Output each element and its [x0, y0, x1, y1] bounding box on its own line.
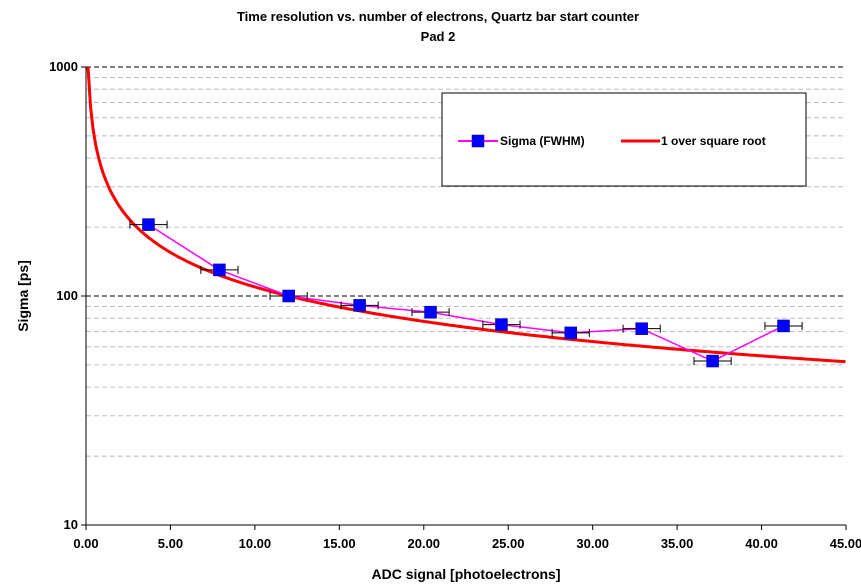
y-axis-ticks: 10 100 1000: [49, 59, 86, 532]
series-line-sigma-fwhm: [148, 223, 784, 362]
data-point: [424, 305, 437, 319]
chart-title: Time resolution vs. number of electrons,…: [237, 9, 639, 24]
legend-sqrt-label: 1 over square root: [661, 134, 766, 148]
data-point: [706, 354, 719, 368]
x-tick-label: 15.00: [323, 536, 356, 551]
y-axis-label: Sigma [ps]: [15, 260, 31, 332]
x-tick-label: 35.00: [661, 536, 694, 551]
x-tick-label: 45.00: [830, 536, 861, 551]
x-tick-label: 10.00: [239, 536, 272, 551]
legend: Sigma (FWHM) 1 over square root: [441, 92, 807, 187]
legend-sigma-label: Sigma (FWHM): [500, 134, 585, 148]
y-tick-label: 10: [64, 517, 78, 532]
x-axis-label: ADC signal [photoelectrons]: [371, 566, 560, 582]
y-tick-label: 1000: [49, 59, 78, 74]
data-point: [142, 218, 155, 231]
x-tick-label: 5.00: [158, 536, 183, 551]
legend-sigma-marker: [471, 134, 485, 148]
x-axis-ticks: 0.00 5.00 10.00 15.00 20.00 25.00 30.00 35.00 40…: [73, 525, 861, 551]
x-tick-label: 25.00: [492, 536, 525, 551]
data-point: [777, 319, 790, 333]
chart-subtitle: Pad 2: [421, 29, 456, 44]
x-tick-label: 20.00: [408, 536, 441, 551]
x-tick-label: 30.00: [576, 536, 609, 551]
y-tick-label: 100: [56, 288, 78, 303]
data-point: [213, 263, 226, 277]
data-point: [564, 326, 577, 340]
data-point: [495, 318, 508, 331]
data-point: [282, 289, 295, 303]
series-layer: [86, 66, 846, 368]
data-point: [353, 299, 366, 312]
x-tick-label: 40.00: [745, 536, 778, 551]
data-point: [635, 322, 648, 335]
x-tick-label: 0.00: [73, 536, 98, 551]
